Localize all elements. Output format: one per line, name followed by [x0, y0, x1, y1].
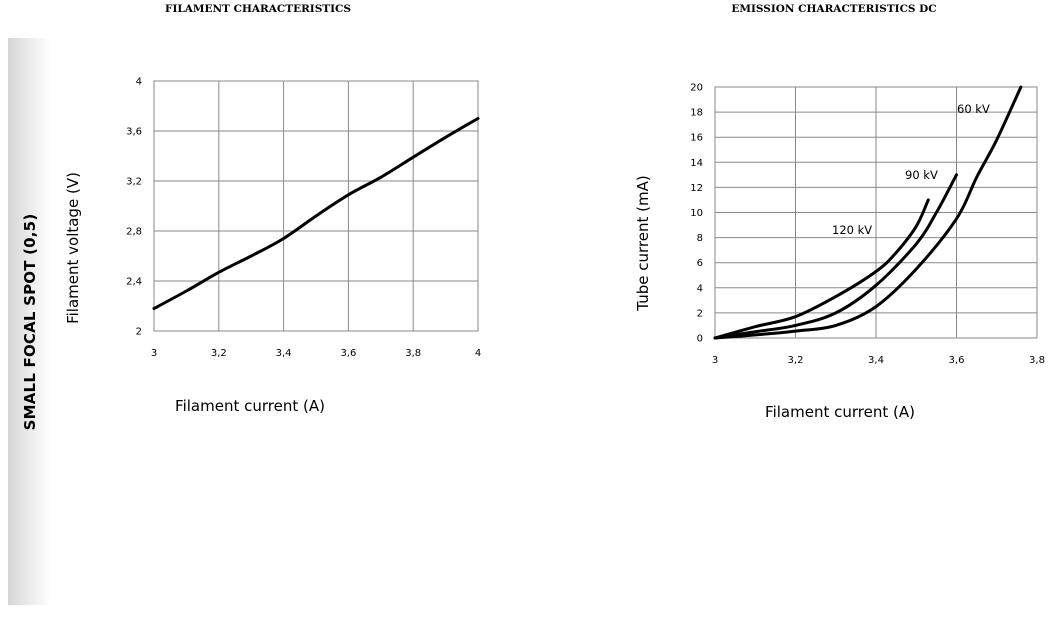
emission-y-tick-label: 2 [697, 308, 703, 319]
filament-x-tick-label: 3,2 [211, 348, 227, 359]
chart-title-emission: EMISSION CHARACTERISTICS DC [731, 3, 937, 15]
emission-x-tick-label: 3,4 [868, 355, 884, 366]
filament-y-tick-label: 2 [136, 327, 142, 338]
filament-y-tick-label: 3,6 [126, 127, 142, 138]
emission-y-tick-label: 16 [690, 133, 703, 144]
filament-x-axis-title: Filament current (A) [175, 397, 325, 415]
filament-x-tick-label: 3 [151, 348, 157, 359]
emission-x-axis-title: Filament current (A) [765, 403, 915, 421]
emission-y-tick-label: 18 [690, 108, 703, 119]
chart-title-filament: FILAMENT CHARACTERISTICS [165, 3, 351, 15]
emission-y-tick-label: 12 [690, 183, 703, 194]
filament-plot-area [153, 80, 479, 332]
filament-y-axis-title: Filament voltage (V) [64, 172, 82, 324]
emission-y-tick-label: 20 [690, 83, 703, 94]
emission-line-90-kv [713, 173, 958, 340]
filament-y-tick-label: 2,4 [126, 277, 142, 288]
emission-y-tick-label: 6 [697, 258, 703, 269]
emission-x-tick-label: 3,6 [949, 355, 965, 366]
filament-y-tick-label: 2,8 [126, 227, 142, 238]
filament-x-tick-label: 3,6 [340, 348, 356, 359]
emission-y-tick-label: 0 [697, 334, 703, 345]
filament-x-tick-label: 4 [475, 348, 481, 359]
filament-y-tick-label: 3,2 [126, 177, 142, 188]
emission-y-tick-label: 8 [697, 233, 703, 244]
emission-line-60-kv [713, 85, 1023, 340]
filament-x-tick-label: 3,8 [405, 348, 421, 359]
emission-x-tick-label: 3,2 [788, 355, 804, 366]
emission-y-tick-label: 14 [690, 158, 703, 169]
filament-y-tick-label: 4 [136, 77, 142, 88]
emission-x-tick-label: 3 [712, 355, 718, 366]
filament-line-series [152, 117, 480, 310]
emission-y-tick-label: 4 [697, 283, 703, 294]
emission-series-label-120-kv: 120 kV [832, 223, 872, 237]
emission-series-label-90-kv: 90 kV [905, 168, 938, 182]
side-band [8, 38, 51, 605]
emission-line-120-kv [713, 198, 930, 340]
emission-series-label-60-kv: 60 kV [957, 102, 990, 116]
emission-chart: 3 3,2 3,4 3,6 3,8 0 2 4 6 8 10 12 14 16 18 20 Filament c… [634, 83, 1045, 422]
emission-x-tick-label: 3,8 [1029, 355, 1045, 366]
filament-chart: 3 3,2 3,4 3,6 3,8 4 2 2,4 2,8 3,2 3,6 4 Filament cur… [64, 77, 481, 416]
emission-y-tick-label: 10 [690, 208, 703, 219]
filament-x-tick-label: 3,4 [276, 348, 292, 359]
emission-y-axis-title: Tube current (mA) [634, 175, 652, 311]
